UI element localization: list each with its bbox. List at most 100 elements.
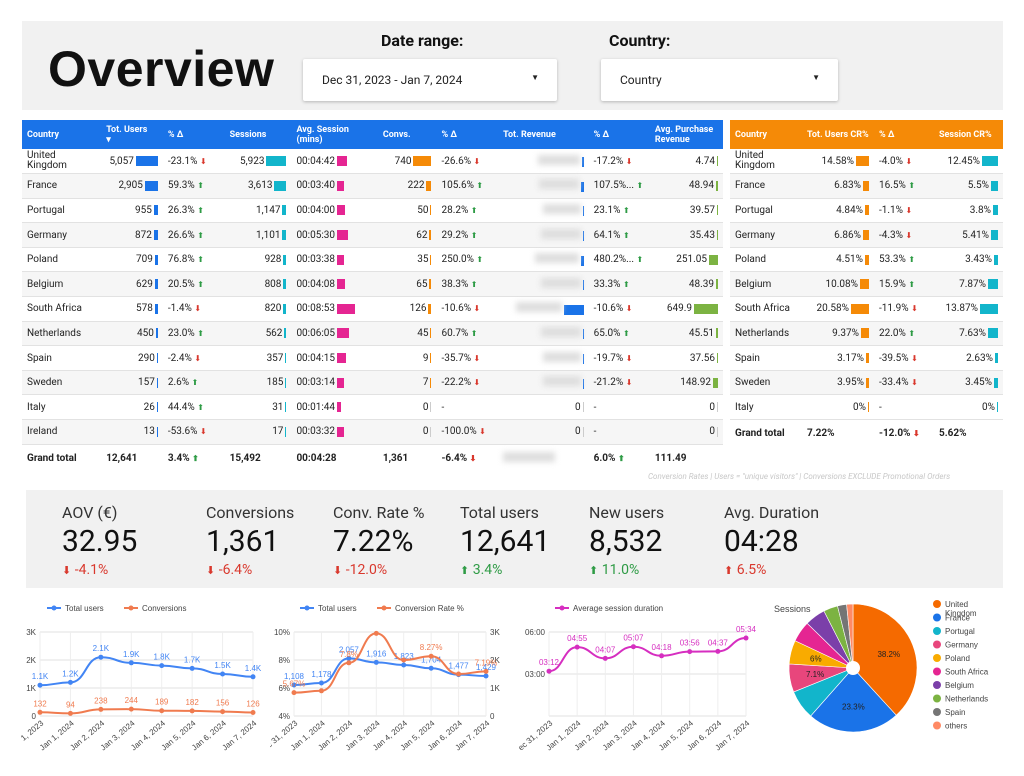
country-cell: United Kingdom — [22, 149, 102, 175]
legend-label: Portugal — [945, 627, 975, 636]
x-tick-label: Jan 7, 2024 — [220, 718, 258, 752]
value-bar — [717, 229, 718, 240]
table-row: Sweden 3.95% -33.4% ⬇ 3.45% — [730, 370, 1003, 396]
date-range-picker[interactable]: Dec 31, 2023 - Jan 7, 2024 ▼ — [303, 59, 557, 101]
redacted-value — [503, 451, 556, 462]
arrow-down-icon: ⬇ — [199, 156, 207, 166]
slice-label: 23.3% — [842, 702, 865, 711]
value-bar — [283, 254, 287, 265]
col-cr-delta[interactable]: % Δ — [879, 129, 895, 140]
country-cell: Sweden — [22, 370, 102, 396]
value-bar — [717, 155, 718, 166]
table-row: France 6.83% 16.5% ⬆ 5.5% — [730, 173, 1003, 199]
data-point — [373, 659, 379, 665]
value-bar — [582, 353, 584, 364]
value-bar — [285, 352, 287, 363]
col-users-cr[interactable]: Tot. Users CR% — [807, 129, 869, 140]
table-row: Italy 0% -0% — [730, 394, 1003, 421]
country-cell: Portugal — [22, 198, 102, 224]
data-label: 1,704 — [421, 655, 442, 664]
value-bar — [988, 279, 998, 290]
col-avg-session[interactable]: Avg. Session (mins) — [296, 124, 349, 145]
table-row: Spain 290 -2.4% ⬇ 357 00:04:15 9 -35.7% ⬇ -19.7… — [22, 345, 723, 371]
arrow-down-icon: ⬇ — [625, 156, 633, 166]
data-point — [250, 709, 256, 715]
data-label: 04:55 — [567, 634, 588, 643]
data-point — [483, 668, 489, 674]
col-revenue-delta[interactable]: % Δ — [593, 129, 610, 140]
col-sessions[interactable]: Sessions — [229, 129, 267, 140]
data-label: 05:07 — [623, 634, 644, 643]
col-users[interactable]: Tot. Users ▾ — [106, 124, 148, 145]
value-bar — [337, 205, 346, 216]
arrow-up-icon: ⬆ — [197, 205, 204, 215]
y-tick-label: 4% — [278, 712, 290, 721]
data-label: 1.9K — [123, 650, 140, 659]
data-point — [128, 660, 134, 666]
value-bar — [582, 378, 584, 389]
value-bar — [430, 205, 432, 216]
series-line — [39, 656, 254, 687]
data-point — [291, 682, 297, 688]
country-select[interactable]: Country ▼ — [601, 59, 838, 101]
col-avg-purchase[interactable]: Avg. Purchase Revenue — [654, 124, 714, 145]
value-bar — [429, 229, 432, 240]
value-bar — [144, 180, 158, 191]
kpi-label: Conv. Rate % — [333, 503, 425, 522]
value-bar — [337, 155, 348, 166]
value-bar — [156, 377, 158, 388]
legend-marker — [933, 694, 941, 703]
grand-total-row: Grand total 12,641 3.4% ⬆ 15,492 00:04:28 1,3… — [22, 444, 723, 473]
data-point — [67, 710, 73, 716]
table-row: Germany 872 26.6% ⬆ 1,101 00:05:30 62 29.2% ⬆ 6… — [22, 222, 723, 248]
series-line — [39, 708, 254, 715]
value-bar — [337, 352, 347, 363]
data-point — [189, 708, 195, 714]
col-country[interactable]: Country — [735, 129, 768, 140]
y-tick-label: 03:00 — [525, 670, 546, 679]
value-bar — [582, 206, 584, 217]
value-bar — [709, 254, 718, 265]
value-bar — [135, 155, 158, 166]
value-bar — [430, 352, 432, 363]
chart-title: Sessions — [774, 604, 811, 614]
legend-marker — [381, 605, 387, 611]
data-label: 1.4K — [245, 664, 262, 673]
value-bar — [337, 328, 350, 339]
pie-slice — [846, 603, 854, 669]
data-label: 7.19% — [475, 658, 498, 667]
col-convs-delta[interactable]: % Δ — [441, 129, 457, 140]
table-row: Netherlands 9.37% 22.0% ⬆ 7.63% — [730, 321, 1003, 347]
kpi-card: Conversions 1,361 ⬇ -6.4% — [206, 503, 294, 578]
conversion-rate-table: Country Tot. Users CR% % Δ Session CR% U… — [730, 120, 1003, 448]
arrow-down-icon: ⬇ — [473, 156, 481, 166]
country-performance-table: Country Tot. Users ▾ % Δ Sessions Avg. Se… — [22, 120, 723, 473]
data-point — [428, 665, 434, 671]
legend-marker — [933, 613, 941, 622]
legend-marker — [559, 605, 565, 611]
table-row: Belgium 10.08% 15.9% ⬆ 7.87% — [730, 271, 1003, 298]
data-label: 238 — [94, 696, 108, 705]
data-label: 04:07 — [595, 645, 616, 654]
table-row: Italy 26 44.4% ⬆ 31 00:01:44 0-0-0 — [22, 394, 723, 421]
data-label: 182 — [185, 698, 199, 707]
y-tick-label: 2K — [26, 656, 36, 665]
value-bar — [156, 352, 158, 363]
value-bar — [865, 254, 869, 265]
legend-label: Kingdom — [945, 609, 977, 618]
value-bar — [285, 426, 287, 437]
col-convs[interactable]: Convs. — [382, 129, 411, 140]
col-session-cr[interactable]: Session CR% — [939, 129, 992, 140]
value-bar — [991, 229, 998, 240]
col-users-delta[interactable]: % Δ — [167, 129, 184, 140]
col-revenue[interactable]: Tot. Revenue — [503, 129, 556, 140]
country-cell: Netherlands — [22, 321, 102, 347]
value-bar — [426, 180, 432, 191]
col-country[interactable]: Country — [27, 129, 60, 140]
data-label: 7.8% — [340, 650, 358, 659]
data-point — [483, 673, 489, 679]
value-bar — [980, 303, 998, 314]
